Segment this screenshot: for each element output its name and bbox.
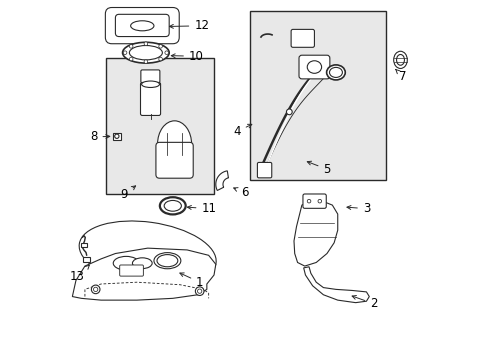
Ellipse shape: [154, 253, 181, 269]
Circle shape: [159, 57, 162, 61]
FancyBboxPatch shape: [303, 194, 325, 208]
Ellipse shape: [122, 42, 169, 63]
Ellipse shape: [164, 201, 181, 211]
Ellipse shape: [113, 256, 139, 270]
Text: 7: 7: [395, 69, 406, 82]
Text: 11: 11: [187, 202, 216, 215]
Ellipse shape: [326, 65, 345, 80]
Text: 8: 8: [90, 130, 109, 144]
FancyBboxPatch shape: [141, 70, 160, 83]
Circle shape: [129, 57, 133, 61]
FancyBboxPatch shape: [257, 162, 271, 178]
Circle shape: [91, 285, 100, 294]
Circle shape: [306, 199, 310, 203]
Text: 12: 12: [169, 19, 209, 32]
FancyBboxPatch shape: [156, 142, 193, 178]
Circle shape: [164, 51, 168, 54]
Ellipse shape: [132, 258, 152, 269]
Text: 5: 5: [306, 161, 330, 176]
Text: 2: 2: [351, 296, 377, 310]
FancyBboxPatch shape: [140, 82, 160, 116]
Circle shape: [129, 45, 133, 48]
FancyBboxPatch shape: [115, 14, 169, 37]
Ellipse shape: [157, 255, 178, 267]
Bar: [83, 257, 90, 262]
Circle shape: [115, 134, 119, 138]
Bar: [81, 243, 86, 247]
Circle shape: [195, 287, 203, 296]
FancyBboxPatch shape: [105, 8, 179, 44]
Bar: [249, 12, 386, 180]
Text: 9: 9: [120, 186, 135, 201]
Circle shape: [317, 199, 321, 203]
Circle shape: [286, 109, 292, 115]
Ellipse shape: [329, 67, 342, 77]
Text: 6: 6: [233, 186, 248, 199]
Polygon shape: [303, 267, 368, 303]
Polygon shape: [72, 248, 215, 300]
Circle shape: [159, 45, 162, 48]
Bar: [106, 58, 214, 194]
FancyBboxPatch shape: [290, 30, 314, 47]
Ellipse shape: [130, 21, 154, 31]
Polygon shape: [215, 171, 228, 190]
Ellipse shape: [129, 45, 162, 60]
Polygon shape: [293, 202, 337, 266]
Circle shape: [93, 287, 98, 292]
Text: 3: 3: [346, 202, 369, 215]
Circle shape: [123, 51, 126, 54]
Ellipse shape: [160, 197, 185, 215]
Text: 13: 13: [70, 265, 89, 283]
Circle shape: [144, 42, 147, 45]
Ellipse shape: [79, 221, 216, 286]
Text: 4: 4: [233, 124, 251, 138]
Ellipse shape: [142, 81, 159, 87]
Ellipse shape: [306, 61, 321, 73]
Ellipse shape: [396, 54, 404, 65]
Circle shape: [197, 289, 202, 293]
Text: 10: 10: [171, 50, 203, 63]
Text: 1: 1: [180, 273, 203, 289]
FancyBboxPatch shape: [120, 265, 143, 276]
Ellipse shape: [393, 51, 407, 68]
FancyBboxPatch shape: [298, 55, 329, 79]
Ellipse shape: [157, 121, 191, 167]
Bar: [113, 133, 121, 140]
Circle shape: [144, 60, 147, 63]
